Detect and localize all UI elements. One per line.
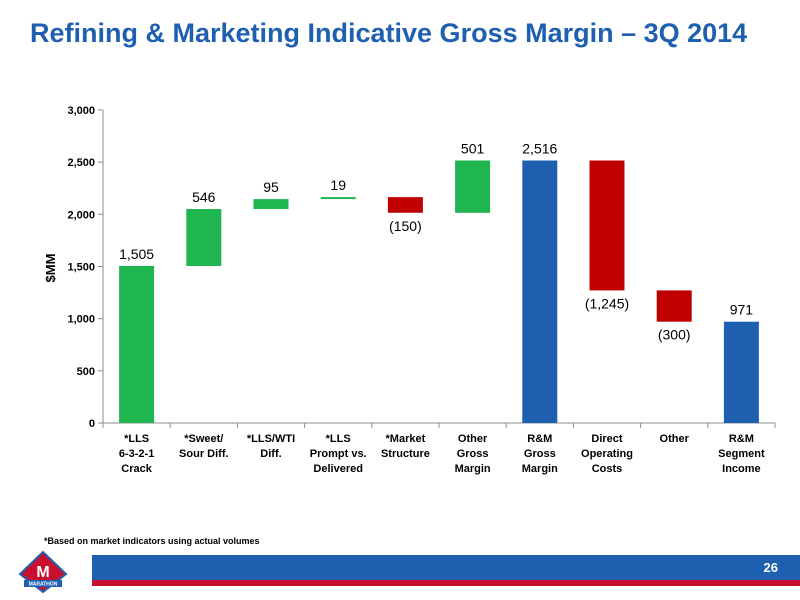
y-tick-label: 1,500 [67,262,95,274]
x-tick-label: *Market Structure [381,433,430,460]
bar-decrease [589,160,625,291]
bars [119,160,759,424]
bar-increase [186,209,222,266]
x-tick-label: Other Gross Margin [455,433,491,475]
data-label: 19 [330,177,346,193]
bar-decrease [656,290,692,322]
x-tick-label: *LLS Prompt vs. Delivered [310,433,367,475]
x-tick-label: R&M Gross Margin [522,433,558,475]
bar-increase [253,199,289,210]
y-axis: 0 500 1,000 1,500 2,000 2,500 3,000 [67,105,104,430]
x-tick-label: *Sweet/Sour Diff. [179,433,229,460]
bar-total [723,321,759,423]
data-label: 501 [461,140,485,156]
bar-increase [455,160,491,213]
bar-decrease [387,197,423,213]
y-tick-label: 0 [89,418,95,430]
page-title: Refining & Marketing Indicative Gross Ma… [30,18,748,48]
data-label: (1,245) [585,295,629,311]
x-tick-label: *LLS 6-3-2-1 Crack [119,433,154,475]
data-label: 95 [263,179,279,195]
y-tick-label: 2,500 [67,157,95,169]
y-tick-label: 500 [77,366,95,378]
bar-increase [119,265,155,423]
data-label: 971 [730,302,754,318]
data-labels: 1,505 546 95 19 (150) 501 2,516 (1,245) (300) 971 [119,140,753,342]
data-label: 546 [192,189,216,205]
footnote: *Based on market indicators using actual… [44,536,260,546]
bar-increase [320,197,356,200]
y-tick-label: 1,000 [67,314,95,326]
footer-bar [92,555,800,580]
page-number: 26 [763,560,778,575]
x-tick-label: R&M Segment Income [718,433,765,475]
y-axis-label: $MM [43,254,58,283]
waterfall-chart: 0 500 1,000 1,500 2,000 2,500 3,000 *LLS 6-3-2-… [43,105,776,475]
data-label: (150) [389,218,422,234]
x-tick-label: Direct Operating Costs [581,433,633,475]
x-axis: *LLS 6-3-2-1 Crack *Sweet/Sour Diff. *LLS/WT… [102,422,776,475]
footer-stripe [92,580,800,586]
y-tick-label: 3,000 [67,105,95,117]
x-tick-label: Other [660,433,690,445]
svg-text:M: M [36,564,49,581]
x-tick-label: *LLS/WTI Diff. [247,433,295,460]
data-label: (300) [658,327,691,343]
svg-text:MARATHON: MARATHON [29,582,58,588]
y-tick-label: 2,000 [67,209,95,221]
bar-total [522,160,558,424]
data-label: 2,516 [522,140,557,156]
marathon-logo: M MARATHON [18,550,68,594]
data-label: 1,505 [119,246,154,262]
